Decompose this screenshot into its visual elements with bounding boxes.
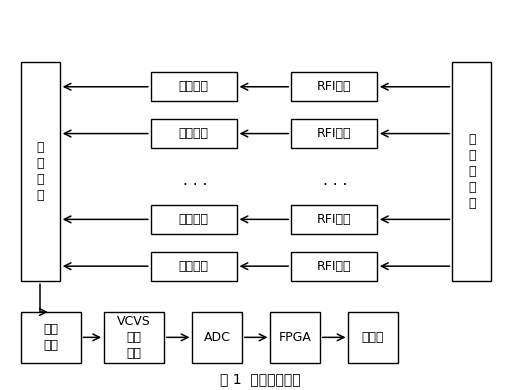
Bar (151, 252, 237, 281)
Bar (104, 312, 164, 363)
Bar (348, 312, 398, 363)
Bar (21, 62, 60, 281)
Text: RFI滤波: RFI滤波 (317, 80, 352, 93)
Text: 图 1  整体设计框图: 图 1 整体设计框图 (219, 372, 301, 386)
Text: · · ·: · · · (183, 178, 207, 193)
Bar (452, 62, 491, 281)
Text: 冷端补偿: 冷端补偿 (179, 127, 209, 140)
Text: FPGA: FPGA (279, 331, 311, 344)
Text: 冷端补偿: 冷端补偿 (179, 80, 209, 93)
Bar (151, 72, 237, 101)
Bar (291, 72, 377, 101)
Text: 上位机: 上位机 (362, 331, 384, 344)
Text: 增益
调整: 增益 调整 (43, 323, 58, 352)
Bar (291, 252, 377, 281)
Text: · · ·: · · · (323, 178, 347, 193)
Bar (270, 312, 320, 363)
Text: 热
电
偶
网
络: 热 电 偶 网 络 (468, 133, 476, 210)
Bar (151, 119, 237, 148)
Text: RFI滤波: RFI滤波 (317, 127, 352, 140)
Bar (151, 205, 237, 234)
Bar (192, 312, 242, 363)
Text: VCVS
二阶
滤波: VCVS 二阶 滤波 (117, 315, 151, 360)
Text: 模
拟
开
关: 模 拟 开 关 (36, 141, 44, 202)
Text: 冷端补偿: 冷端补偿 (179, 213, 209, 226)
Text: RFI滤波: RFI滤波 (317, 260, 352, 273)
Bar (21, 312, 81, 363)
Text: ADC: ADC (204, 331, 230, 344)
Text: RFI滤波: RFI滤波 (317, 213, 352, 226)
Text: 冷端补偿: 冷端补偿 (179, 260, 209, 273)
Bar (291, 205, 377, 234)
Bar (291, 119, 377, 148)
